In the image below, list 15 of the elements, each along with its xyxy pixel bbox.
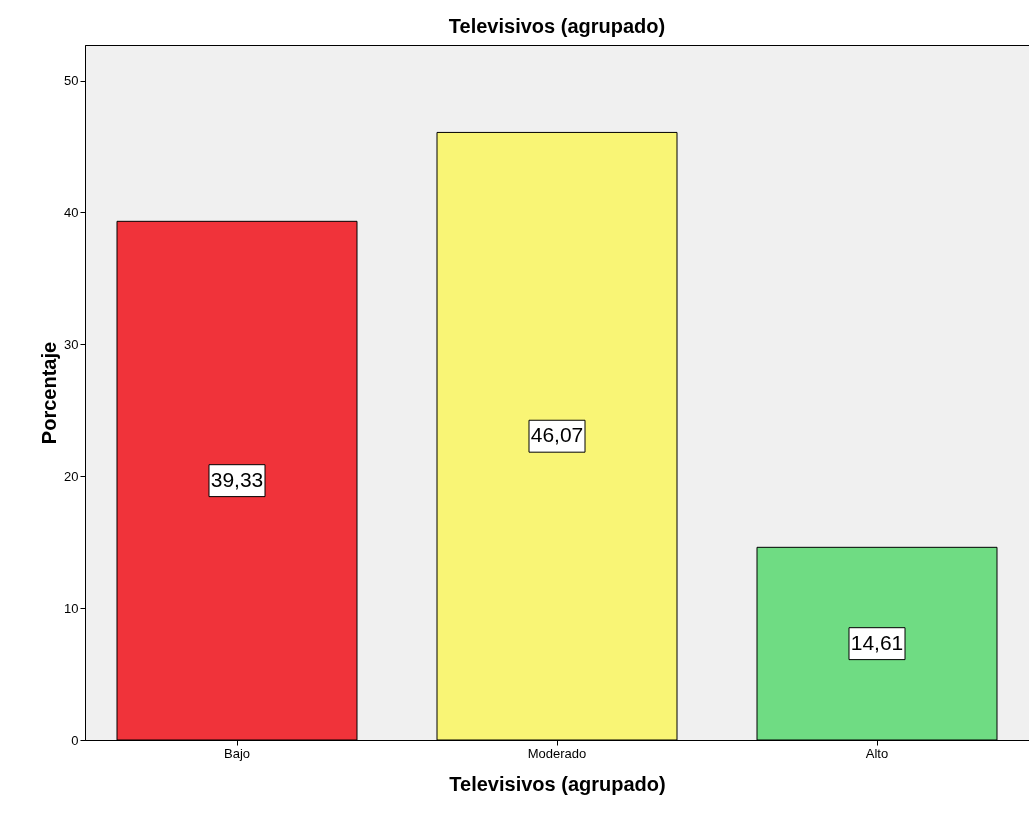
y-tick-label: 10 [64,600,79,616]
data-label: 14,61 [850,630,904,654]
y-axis-title: Porcentaje [38,341,61,445]
y-tick-label: 40 [64,204,79,220]
y-tick-label: 50 [64,73,79,89]
y-tick-label: 0 [71,732,79,748]
x-tick-label: Bajo [223,745,251,761]
x-tick-label: Moderado [527,745,587,761]
chart-title: Televisivos (agrupado) [448,15,666,37]
x-axis-title: Televisivos (agrupado) [449,772,666,795]
x-tick-label: Alto [865,745,889,761]
y-tick-label: 30 [64,336,79,352]
data-label: 39,33 [210,467,264,491]
data-label: 46,07 [530,423,584,447]
y-tick-label: 20 [64,468,79,484]
